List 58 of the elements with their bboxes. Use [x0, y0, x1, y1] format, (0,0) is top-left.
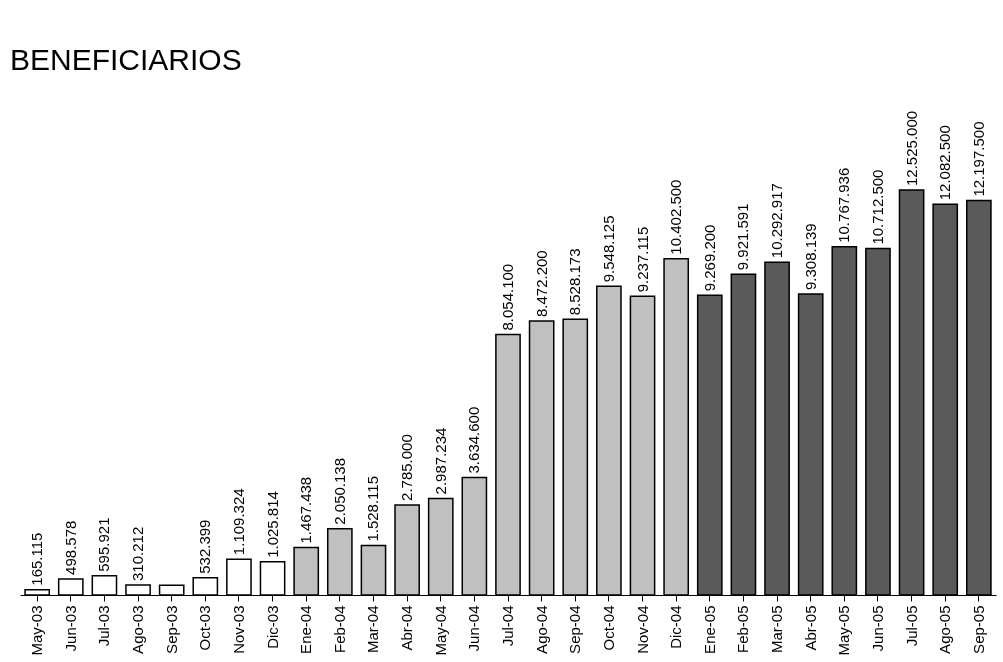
data-label: 532.399 — [196, 519, 214, 574]
x-tick-label: Feb-05 — [734, 605, 752, 654]
data-label: 12.525.000 — [902, 110, 920, 186]
data-label: 8.472.200 — [532, 250, 550, 318]
x-tick-label: Ago-04 — [532, 605, 550, 654]
data-label: 10.402.500 — [667, 179, 685, 255]
x-tick-label: Jul-04 — [499, 605, 516, 647]
data-label: 8.054.100 — [499, 263, 516, 331]
x-tick-label: Sep-05 — [969, 605, 987, 654]
x-tick-label: Nov-04 — [633, 605, 651, 654]
x-tick-label: Dic-03 — [263, 605, 281, 649]
data-label: 10.712.500 — [868, 169, 886, 245]
data-label: 9.269.200 — [700, 224, 718, 292]
x-tick-label: Sep-04 — [566, 605, 584, 654]
x-tick-label: Abr-05 — [801, 605, 819, 651]
data-label: 12.197.500 — [969, 121, 987, 197]
data-label: 1.528.115 — [364, 475, 382, 542]
data-label: 310.212 — [129, 526, 147, 581]
x-tick-label: Nov-03 — [229, 605, 247, 654]
data-label: 2.050.138 — [330, 457, 348, 525]
x-tick-label: Ago-03 — [129, 605, 147, 654]
data-label: 8.528.173 — [566, 248, 584, 316]
data-label: 498.578 — [61, 520, 79, 575]
x-tick-label: Jun-03 — [61, 605, 79, 652]
data-label: 3.634.600 — [465, 406, 483, 474]
data-label: 595.921 — [95, 517, 113, 572]
data-label: 165.115 — [28, 532, 46, 586]
x-tick-label: Jul-03 — [95, 605, 113, 647]
x-tick-label: Oct-04 — [599, 605, 617, 651]
x-tick-label: Sep-03 — [162, 605, 180, 654]
data-label: 10.767.936 — [835, 167, 853, 243]
x-tick-label: May-03 — [28, 605, 46, 656]
x-tick-label: Jun-04 — [465, 605, 483, 652]
chart-title: BENEFICIARIOS — [10, 42, 242, 76]
x-tick-label: Dic-04 — [667, 605, 685, 649]
data-label: 2.785.000 — [398, 434, 416, 501]
x-tick-label: Oct-03 — [196, 605, 214, 651]
x-tick-label: Ene-05 — [700, 605, 718, 654]
x-tick-label: Mar-04 — [364, 605, 382, 654]
x-tick-label: Jul-05 — [902, 605, 920, 647]
data-label: 9.308.139 — [801, 223, 819, 291]
data-label: 12.082.500 — [936, 125, 954, 201]
data-label: 1.109.324 — [229, 488, 247, 556]
x-tick-label: May-05 — [835, 605, 853, 656]
data-label: 10.292.917 — [768, 183, 786, 259]
data-label: 1.467.438 — [297, 476, 315, 544]
x-tick-label: Abr-04 — [398, 605, 416, 651]
data-label: 2.987.234 — [431, 427, 449, 495]
data-label: 9.921.591 — [734, 203, 752, 271]
data-label: 9.548.125 — [599, 215, 617, 283]
x-tick-label: May-04 — [431, 605, 449, 656]
x-tick-label: Ago-05 — [936, 605, 954, 654]
x-tick-label: Mar-05 — [768, 605, 786, 654]
x-tick-label: Feb-04 — [330, 605, 348, 654]
x-tick-label: Jun-05 — [868, 605, 886, 652]
data-label: 9.237.115 — [633, 226, 651, 293]
x-tick-label: Ene-04 — [297, 605, 315, 654]
data-label: 1.025.814 — [263, 491, 281, 558]
